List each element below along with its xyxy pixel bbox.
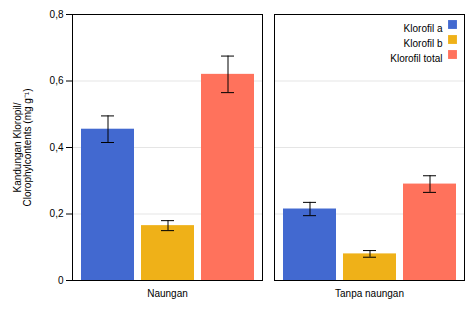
- svg-text:0,6: 0,6: [50, 75, 64, 86]
- svg-text:0,2: 0,2: [50, 208, 64, 219]
- svg-text:Klorofil a: Klorofil a: [404, 23, 443, 34]
- svg-text:Naungan: Naungan: [147, 288, 188, 299]
- svg-text:Kandungan Kloropil/Clorophylco: Kandungan Kloropil/Clorophylcontents (mg…: [12, 88, 33, 206]
- svg-text:0: 0: [58, 275, 64, 286]
- svg-text:Tanpa naungan: Tanpa naungan: [335, 288, 404, 299]
- svg-text:Klorofil total: Klorofil total: [390, 53, 442, 64]
- svg-text:Klorofil b: Klorofil b: [404, 38, 443, 49]
- svg-text:0,4: 0,4: [50, 142, 64, 153]
- svg-text:0,8: 0,8: [50, 9, 64, 20]
